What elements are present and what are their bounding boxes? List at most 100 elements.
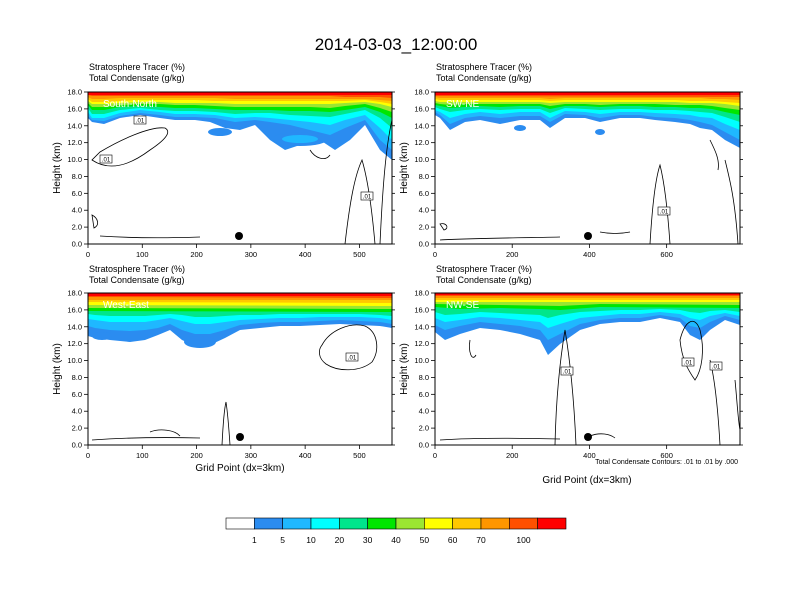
y-tick-label: 12.0 <box>414 339 429 348</box>
panel-label: South-North <box>103 99 157 110</box>
x-tick-label: 300 <box>245 250 258 259</box>
y-tick-label: 0.0 <box>72 441 82 450</box>
contour-line <box>379 119 392 244</box>
y-tick-label: 16.0 <box>414 104 429 113</box>
x-tick-label: 0 <box>433 250 437 259</box>
contour-label-box <box>99 154 113 164</box>
x-tick-label: 0 <box>86 250 90 259</box>
y-tick-label: 18.0 <box>414 88 429 97</box>
y-tick-label: 6.0 <box>72 189 82 198</box>
contour-label: .01 <box>712 365 721 371</box>
contour-line <box>709 139 739 244</box>
axes: 0 200 400 600 0.0 2.0 4.0 6.0 8.0 10.0 12.0 14.0 16.… <box>414 88 743 259</box>
contour-label: .01 <box>684 361 693 367</box>
y-tick-label: 16.0 <box>414 305 429 314</box>
y-tick-label: 0.0 <box>72 240 82 249</box>
contour-label-box <box>709 361 723 371</box>
tracer-band-100 <box>435 92 740 95</box>
contour-label: .01 <box>660 210 669 216</box>
y-tick-label: 8.0 <box>72 172 82 181</box>
contour-line <box>554 329 577 445</box>
contour-labels: .01 <box>657 206 671 216</box>
y-tick-label: 14.0 <box>67 322 82 331</box>
x-tick-label: 600 <box>660 250 673 259</box>
condensate-blob <box>595 129 605 135</box>
panel-title-line2: Total Condensate (g/kg) <box>89 275 185 285</box>
x-tick-label: 0 <box>433 451 437 460</box>
contour-line <box>309 149 331 160</box>
plot-frame <box>87 292 393 446</box>
x-tick-label: 0 <box>86 451 90 460</box>
colorbar-swatch <box>509 517 538 530</box>
panel-sw-ne: Stratosphere Tracer (%) Total Condensate… <box>399 62 743 259</box>
colorbar-swatch <box>367 517 397 530</box>
y-tick-label: 18.0 <box>414 289 429 298</box>
colorbar-swatch <box>480 517 510 530</box>
y-tick-label: 4.0 <box>419 407 429 416</box>
panel-nw-se: Stratosphere Tracer (%) Total Condensate… <box>399 264 743 486</box>
colorbar-label: 50 <box>420 535 430 545</box>
panel-label: SW-NE <box>446 99 479 110</box>
y-tick-label: 6.0 <box>419 390 429 399</box>
contour-note: Total Condensate Contours: .01 to .01 by… <box>595 459 738 466</box>
y-tick-label: 12.0 <box>67 339 82 348</box>
contour-line <box>221 401 231 445</box>
x-tick-label: 200 <box>190 250 203 259</box>
colorbar-label: 70 <box>476 535 486 545</box>
y-tick-label: 2.0 <box>72 223 82 232</box>
y-tick-label: 0.0 <box>419 240 429 249</box>
contour-line <box>439 433 616 441</box>
panel-title-line2: Total Condensate (g/kg) <box>89 73 185 83</box>
colorbar-swatch <box>310 517 340 530</box>
y-tick-label: 6.0 <box>72 390 82 399</box>
x-tick-label: 400 <box>583 451 596 460</box>
y-tick-label: 16.0 <box>67 104 82 113</box>
colorbar-swatch <box>225 517 255 530</box>
contour-label: .01 <box>348 356 357 362</box>
y-tick-label: 10.0 <box>414 356 429 365</box>
contour-line <box>649 163 671 244</box>
colorbar-label: 30 <box>363 535 373 545</box>
contour-labels: .01 <box>345 352 359 362</box>
y-tick-label: 16.0 <box>67 305 82 314</box>
y-tick-label: 2.0 <box>419 424 429 433</box>
location-marker <box>235 232 243 240</box>
y-tick-label: 12.0 <box>67 138 82 147</box>
colorbar-swatch <box>395 517 425 530</box>
colorbar-swatch <box>282 517 312 530</box>
contour-line <box>469 339 477 358</box>
colorbar-label: 10 <box>306 535 316 545</box>
contour-label-box <box>657 206 671 216</box>
y-tick-label: 10.0 <box>67 356 82 365</box>
y-tick-label: 4.0 <box>419 206 429 215</box>
panel-title-line1: Stratosphere Tracer (%) <box>89 264 185 274</box>
plot-area <box>88 92 392 244</box>
y-tick-label: 18.0 <box>67 289 82 298</box>
contour-line <box>91 214 201 239</box>
panel-south-north: Stratosphere Tracer (%) Total Condensate… <box>52 62 395 259</box>
colorbar-label: 60 <box>448 535 458 545</box>
contour-line <box>439 231 631 241</box>
contour-label-box <box>133 115 147 125</box>
y-tick-label: 10.0 <box>67 155 82 164</box>
condensate-blob <box>208 128 232 136</box>
panel-title-line2: Total Condensate (g/kg) <box>436 73 532 83</box>
ylabel: Height (km) <box>52 343 63 395</box>
y-tick-label: 18.0 <box>67 88 82 97</box>
panel-title-line1: Stratosphere Tracer (%) <box>89 62 185 72</box>
xlabel: Grid Point (dx=3km) <box>542 475 631 486</box>
x-tick-label: 400 <box>299 250 312 259</box>
contour-label-box <box>360 191 374 201</box>
plot-area <box>435 293 740 445</box>
axes: 0 100 200 300 400 500 0.0 2.0 4.0 6.0 8.0 10.0 12.0 1… <box>67 88 395 259</box>
colorbar-swatch <box>424 517 453 530</box>
axes: 0 200 400 600 0.0 2.0 4.0 6.0 8.0 10.0 12.0 14.0 16.… <box>414 289 743 460</box>
x-tick-label: 400 <box>583 250 596 259</box>
colorbar-label: 1 <box>252 535 257 545</box>
colorbar-label: 100 <box>516 535 530 545</box>
ylabel: Height (km) <box>52 142 63 194</box>
y-tick-label: 6.0 <box>419 189 429 198</box>
contour-line <box>91 429 201 441</box>
contour-label: .01 <box>563 370 572 376</box>
plot-frame <box>434 91 741 245</box>
